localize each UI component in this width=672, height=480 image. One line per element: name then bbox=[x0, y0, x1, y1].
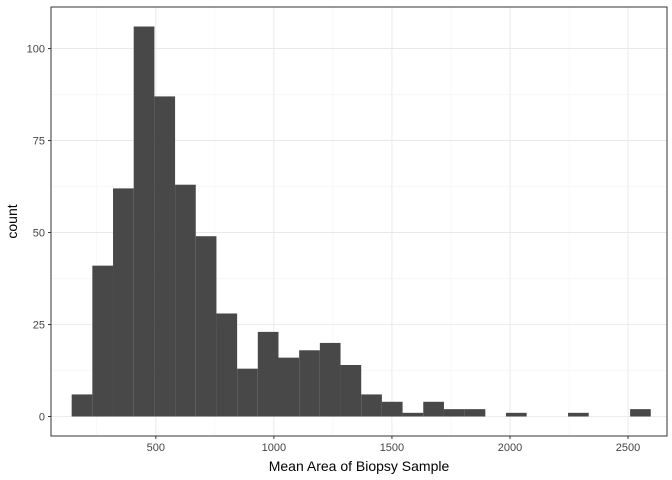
y-tick-label: 75 bbox=[33, 136, 45, 148]
y-tick-label: 25 bbox=[33, 320, 45, 332]
histogram-bar bbox=[319, 342, 341, 417]
y-tick-label: 50 bbox=[33, 228, 45, 240]
histogram-bar bbox=[630, 409, 651, 417]
x-axis-title: Mean Area of Biopsy Sample bbox=[269, 458, 450, 474]
histogram-bars bbox=[71, 26, 651, 417]
x-tick-label: 500 bbox=[147, 442, 165, 454]
histogram-bar bbox=[175, 184, 196, 417]
histogram-bar bbox=[299, 350, 320, 417]
histogram-bar bbox=[257, 331, 279, 417]
histogram-bar bbox=[237, 368, 258, 417]
histogram-bar bbox=[381, 401, 403, 417]
histogram-bar bbox=[154, 96, 176, 417]
histogram-bar bbox=[340, 364, 362, 417]
histogram-bar bbox=[195, 236, 217, 417]
histogram-bar bbox=[423, 401, 444, 417]
y-tick-label: 100 bbox=[27, 44, 45, 56]
histogram-bar bbox=[361, 394, 382, 417]
x-tick-label: 1000 bbox=[262, 442, 286, 454]
histogram-bar bbox=[464, 409, 486, 417]
histogram-bar bbox=[568, 412, 589, 417]
histogram-bar bbox=[443, 409, 465, 417]
histogram-bar bbox=[505, 412, 527, 417]
y-axis-title: count bbox=[4, 204, 20, 238]
y-tick-label: 0 bbox=[39, 412, 45, 424]
histogram-bar bbox=[216, 313, 238, 417]
histogram-bar bbox=[278, 357, 300, 417]
panel-border bbox=[50, 6, 668, 437]
histogram-bar bbox=[71, 394, 93, 417]
histogram-bar bbox=[92, 265, 114, 417]
x-tick-label: 2500 bbox=[616, 442, 640, 454]
histogram-bar bbox=[133, 26, 155, 417]
y-axis-ticks: 0 25 50 75 100 bbox=[27, 44, 51, 424]
x-axis-ticks: 500 1000 1500 2000 2500 bbox=[147, 436, 640, 454]
histogram-bar bbox=[402, 412, 424, 417]
x-tick-label: 1500 bbox=[380, 442, 404, 454]
histogram-bar bbox=[113, 188, 134, 417]
x-tick-label: 2000 bbox=[498, 442, 522, 454]
